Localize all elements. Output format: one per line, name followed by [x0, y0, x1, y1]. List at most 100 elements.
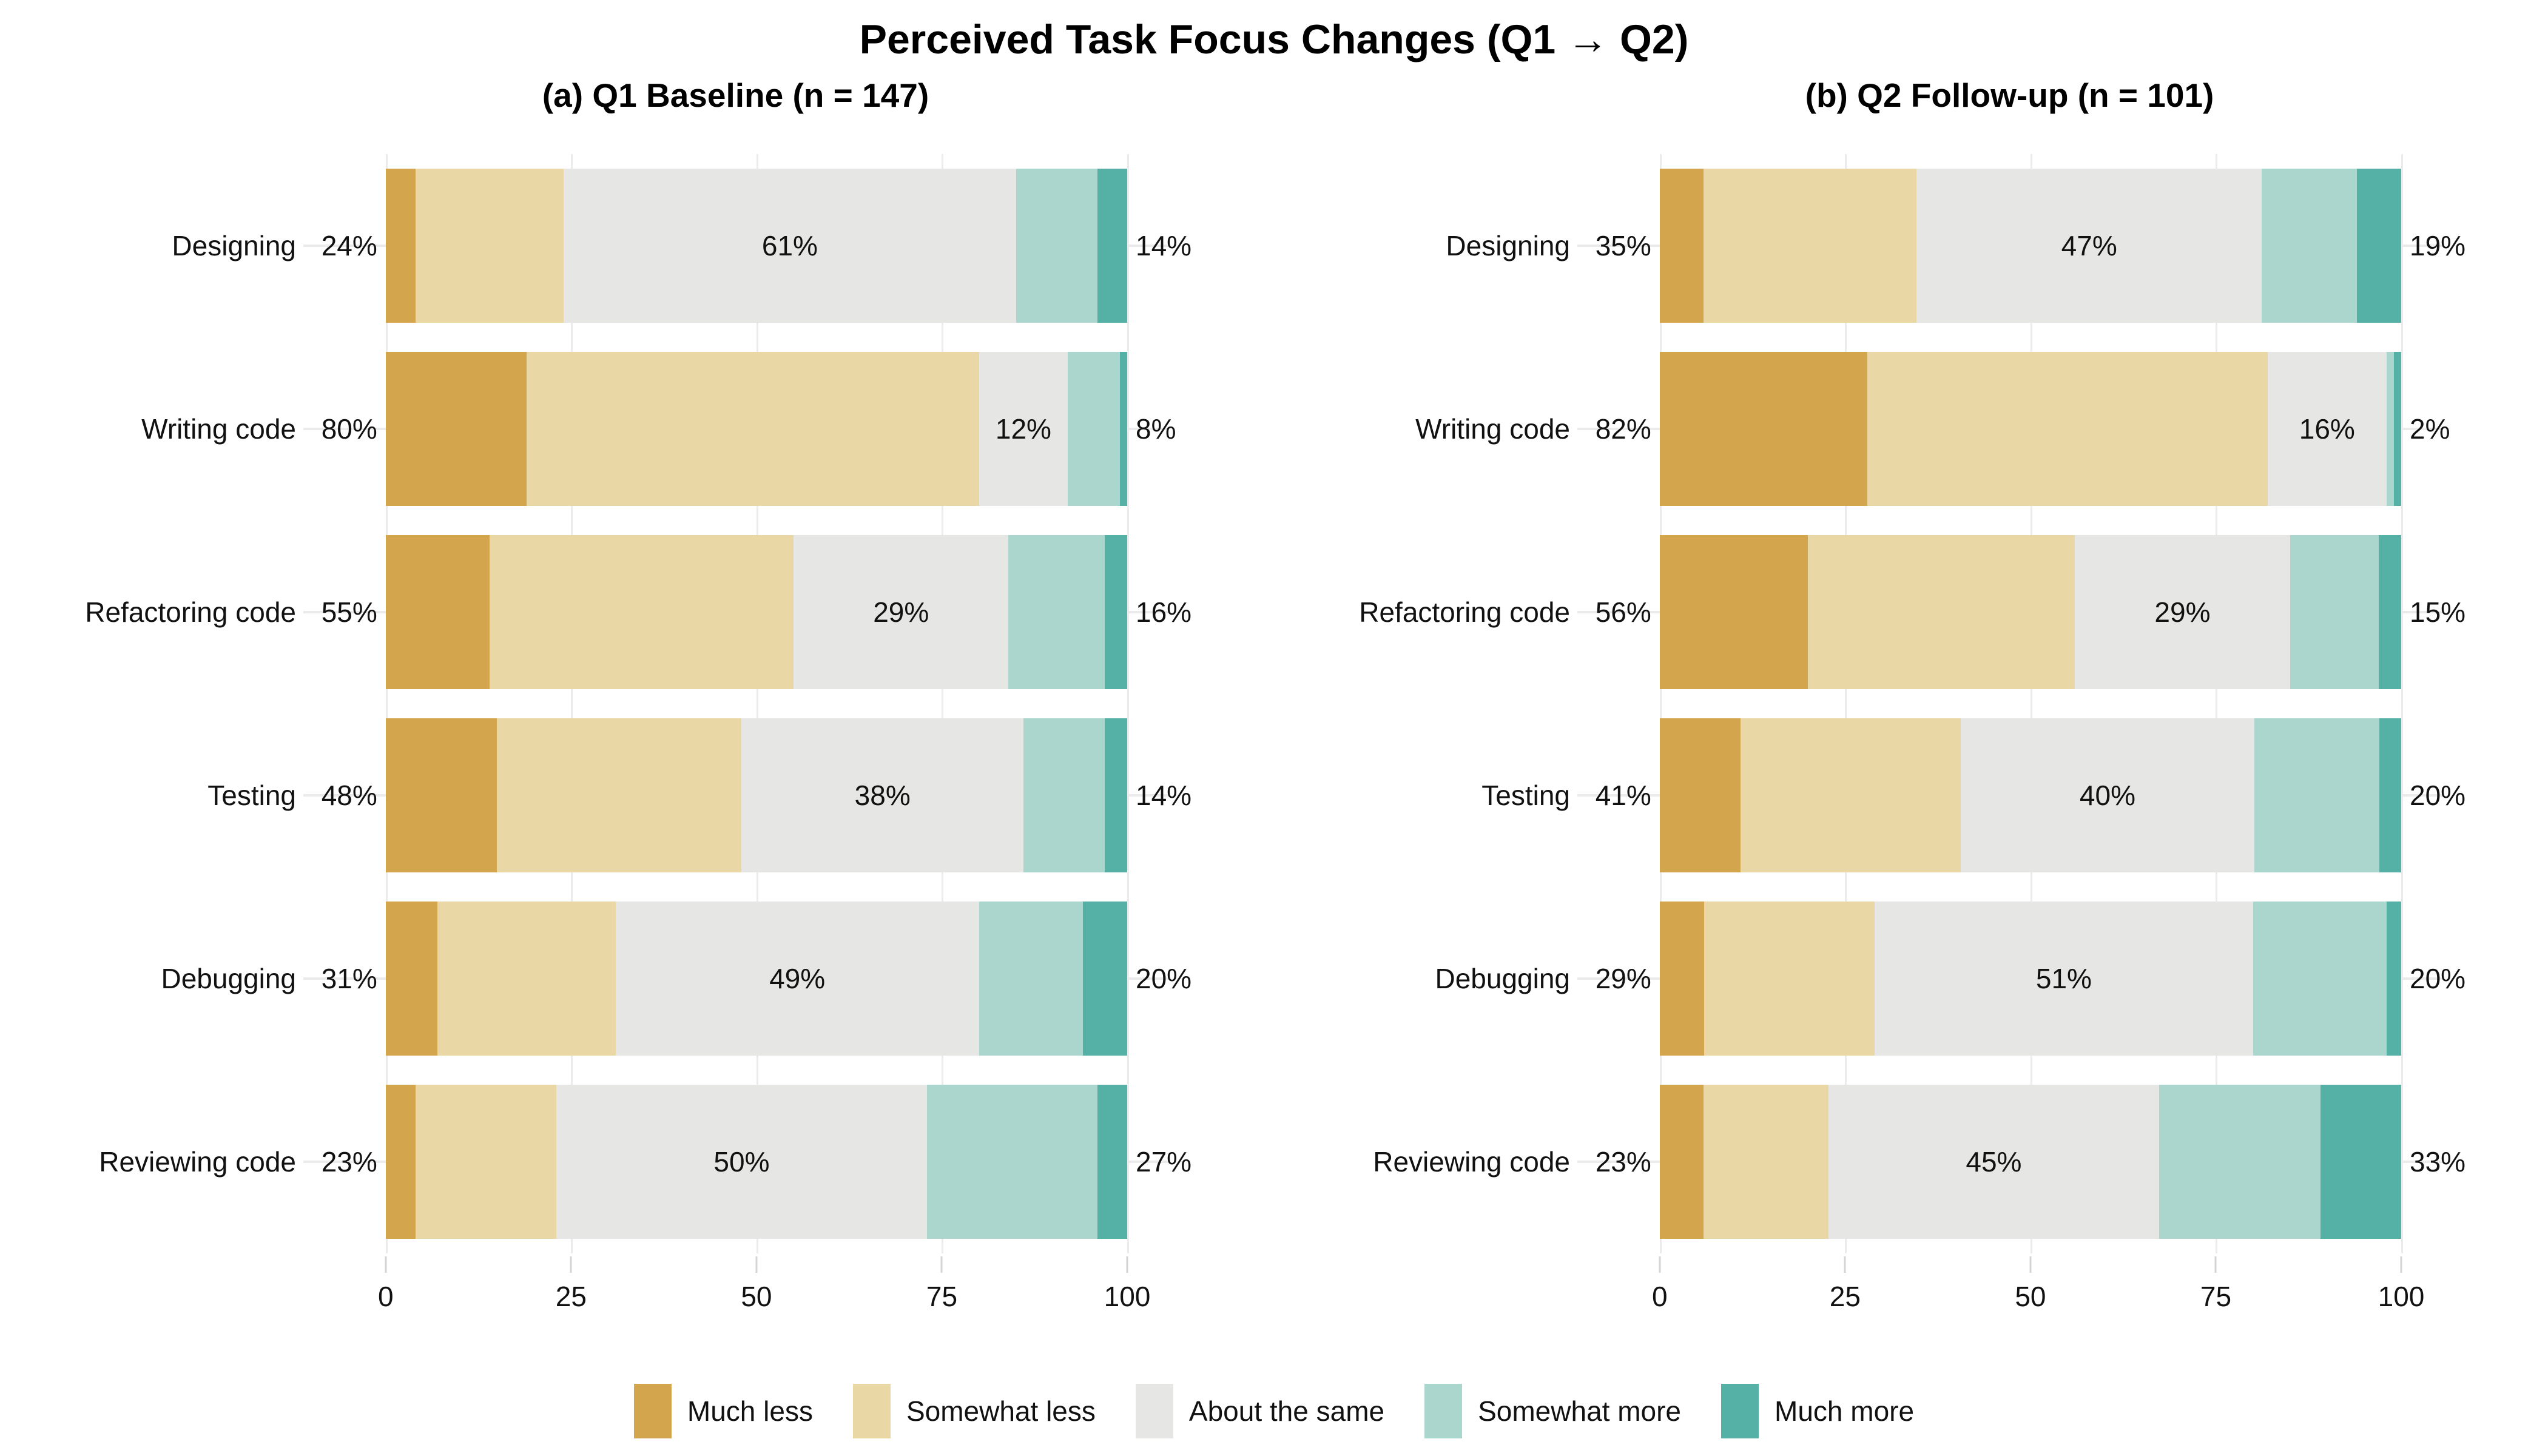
bar-row: Debugging 29% 51% 20%: [1298, 887, 2465, 1070]
category-label: Debugging: [1435, 963, 1570, 995]
bar-segment-about-the-same: [794, 535, 1009, 690]
legend-item-somewhat-more: Somewhat more: [1424, 1384, 1682, 1439]
x-gridline-75: [942, 154, 944, 1254]
bar-row: Refactoring code 55% 29% 16%: [24, 521, 1191, 704]
stacked-bar: [1659, 169, 2402, 323]
stacked-bar: [385, 535, 1128, 690]
x-axis-tick-mark: [1659, 1256, 1661, 1273]
bar-row: Designing 35% 47% 19%: [1298, 154, 2465, 337]
bar-row: Designing 24% 61% 14%: [24, 154, 1191, 337]
x-axis-tick-label: 25: [1829, 1281, 1861, 1313]
bar-segment-about-the-same: [2268, 352, 2387, 507]
bar-segment-much-more: [2379, 718, 2401, 873]
bar-segment-much-more: [1097, 1085, 1128, 1239]
bar-segment-much-more: [1105, 718, 1127, 873]
x-axis-tick-label: 0: [1652, 1281, 1668, 1313]
legend-label: Much less: [687, 1395, 813, 1427]
x-axis-tick-label: 75: [2200, 1281, 2232, 1313]
legend-swatch-somewhat-less: [852, 1384, 891, 1439]
pct-more-label: 33%: [2410, 1146, 2466, 1178]
bar-segment-about-the-same: [1875, 902, 2253, 1056]
bar-segment-much-less: [1659, 1085, 1704, 1239]
x-axis-tick-mark: [2214, 1256, 2217, 1273]
panel-title: (b) Q2 Follow-up (n = 101): [1805, 76, 2214, 115]
legend-item-much-more: Much more: [1721, 1384, 1915, 1439]
bar-segment-about-the-same: [564, 169, 1016, 323]
legend-label: Much more: [1774, 1395, 1915, 1427]
stacked-bar: [385, 902, 1128, 1056]
category-label: Testing: [207, 780, 296, 812]
bar-strip: 29% 51% 20%: [1577, 887, 2465, 1070]
pct-less-label: 48%: [321, 780, 377, 812]
bar-segment-somewhat-more: [2159, 1085, 2320, 1239]
bar-segment-about-the-same: [615, 902, 979, 1056]
bar-segment-somewhat-more: [927, 1085, 1098, 1239]
bar-strip: 23% 45% 33%: [1577, 1070, 2465, 1253]
bar-segment-somewhat-less: [437, 902, 616, 1056]
category-label: Designing: [1446, 230, 1570, 262]
stacked-bar: [385, 352, 1128, 507]
bar-row: Writing code 80% 12% 8%: [24, 337, 1176, 521]
pct-same-label: 29%: [2154, 596, 2211, 629]
bar-segment-much-more: [2386, 902, 2401, 1056]
panel-b: (b) Q2 Follow-up (n = 101) Designing 35%…: [1274, 75, 2548, 1326]
legend-item-about-the-same: About the same: [1135, 1384, 1384, 1439]
bar-segment-somewhat-less: [1704, 902, 1875, 1056]
x-axis-tick-label: 75: [926, 1281, 958, 1313]
x-axis-tick-mark: [755, 1256, 758, 1273]
category-label: Refactoring code: [85, 596, 296, 629]
axis-spacer: [1298, 1253, 1577, 1326]
bar-segment-about-the-same: [2075, 535, 2290, 690]
pct-more-label: 14%: [1136, 230, 1192, 262]
pct-less-label: 82%: [1595, 413, 1651, 445]
bar-segment-somewhat-less: [1704, 1085, 1829, 1239]
bar-segment-much-more: [2393, 352, 2402, 507]
pct-less-label: 41%: [1595, 780, 1651, 812]
bar-strip: 55% 29% 16%: [303, 521, 1191, 704]
legend: Much less Somewhat less About the same Some…: [0, 1384, 2548, 1439]
bar-segment-much-more: [1105, 535, 1128, 690]
category-label: Writing code: [1415, 413, 1570, 445]
bar-segment-about-the-same: [556, 1085, 928, 1239]
stacked-bar: [1659, 1085, 2401, 1239]
bar-segment-about-the-same: [1916, 169, 2262, 323]
x-axis-tick-label: 50: [741, 1281, 772, 1313]
pct-less-label: 23%: [321, 1146, 377, 1178]
bar-segment-somewhat-more: [1023, 718, 1105, 873]
bar-strip: 80% 12% 8%: [303, 337, 1176, 521]
legend-swatch-about-the-same: [1135, 1384, 1173, 1439]
x-axis-tick-mark: [1844, 1256, 1846, 1273]
bar-segment-much-more: [1097, 169, 1127, 323]
x-axis-tick-mark: [385, 1256, 387, 1273]
bar-segment-much-more: [2379, 535, 2402, 690]
legend-label: Somewhat less: [906, 1395, 1096, 1427]
bar-segment-much-less: [385, 535, 490, 690]
pct-more-label: 20%: [2410, 780, 2466, 812]
pct-same-label: 40%: [2079, 780, 2136, 812]
pct-more-label: 20%: [1136, 963, 1192, 995]
bar-segment-much-less: [1659, 902, 1705, 1056]
bar-segment-somewhat-less: [415, 1085, 556, 1239]
x-axis-tick-mark: [1126, 1256, 1128, 1273]
bar-segment-somewhat-less: [415, 169, 564, 323]
x-gridline-50: [756, 154, 758, 1254]
bar-segment-much-less: [385, 1085, 416, 1239]
pct-same-label: 51%: [2035, 963, 2092, 995]
bar-row: Testing 48% 38% 14%: [24, 704, 1191, 887]
legend-item-somewhat-less: Somewhat less: [852, 1384, 1096, 1439]
bar-strip: 24% 61% 14%: [303, 154, 1191, 337]
bar-segment-about-the-same: [1960, 718, 2254, 873]
pct-less-label: 56%: [1595, 596, 1651, 629]
legend-swatch-somewhat-more: [1424, 1384, 1463, 1439]
x-axis-tick-mark: [2029, 1256, 2032, 1273]
bar-segment-about-the-same: [979, 352, 1068, 507]
legend-swatch-much-less: [633, 1384, 672, 1439]
bar-segment-much-less: [1659, 718, 1741, 873]
pct-more-label: 27%: [1136, 1146, 1192, 1178]
legend-label: Somewhat more: [1478, 1395, 1682, 1427]
bar-segment-somewhat-less: [1808, 535, 2075, 690]
stacked-bar: [1659, 902, 2401, 1056]
axis-spacer: [24, 1253, 303, 1326]
category-label: Refactoring code: [1359, 596, 1570, 629]
pct-same-label: 50%: [713, 1146, 770, 1178]
